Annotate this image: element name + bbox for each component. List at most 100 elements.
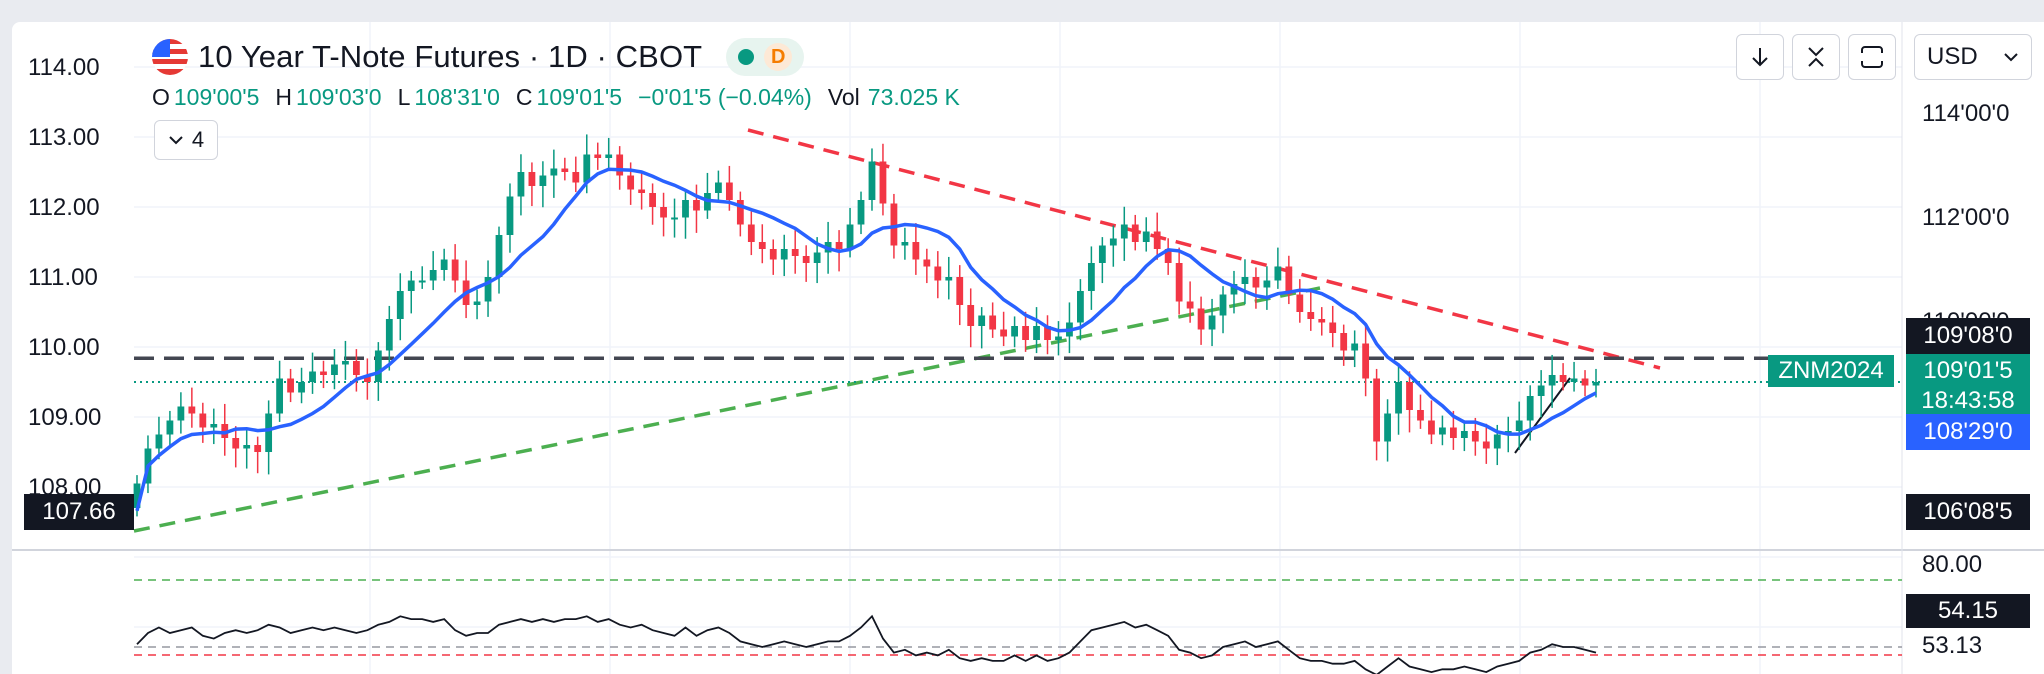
candle-body	[835, 242, 843, 249]
ohlc-legend: O 109'00'5 H 109'03'0 L 108'31'0 C 109'01'5 …	[152, 84, 976, 111]
candle-body	[868, 161, 876, 200]
horizontal-line-price-tag: 109'08'0	[1906, 318, 2030, 354]
candle-body	[177, 406, 185, 421]
candle-body	[1219, 294, 1227, 316]
fullscreen-icon	[1861, 46, 1883, 68]
candle-body	[967, 305, 975, 326]
candle-body	[1493, 434, 1501, 449]
candle-body	[956, 277, 964, 305]
candle-body	[1362, 343, 1370, 379]
candle-body	[1109, 238, 1117, 246]
candle-body	[1022, 326, 1029, 340]
candle-body	[1406, 382, 1413, 410]
left-axis-tick: 111.00	[28, 264, 98, 291]
candle-body	[1055, 336, 1062, 340]
candle-body	[517, 172, 525, 197]
market-open-dot-icon	[738, 49, 755, 65]
bar-countdown: 18:43:58	[1921, 387, 2015, 414]
right-axis-tick: 112'00'0	[1922, 204, 2010, 231]
indicators-toggle-button[interactable]: 4	[154, 120, 218, 160]
candle-body	[342, 361, 349, 365]
candle-body	[232, 438, 240, 449]
candle-body	[605, 154, 613, 158]
open-label: O	[152, 84, 170, 110]
candle-body	[780, 249, 788, 260]
candle-body	[1526, 396, 1534, 421]
candle-body	[1428, 420, 1435, 435]
candle-body	[1373, 378, 1381, 442]
candle-body	[1044, 326, 1051, 340]
candle-body	[1175, 263, 1183, 302]
market-status-badge[interactable]: D	[726, 38, 805, 76]
candle-body	[451, 259, 459, 281]
candle-body	[1384, 413, 1391, 442]
candle-body	[693, 200, 700, 211]
candle-body	[758, 242, 766, 249]
candle-body	[561, 168, 569, 172]
candle-body	[1449, 427, 1457, 438]
volume-value: 73.025 K	[867, 84, 960, 110]
candle-body	[1098, 245, 1106, 263]
currency-value: USD	[1927, 43, 1978, 70]
candle-body	[682, 200, 689, 218]
candle-body	[199, 413, 207, 428]
candle-body	[923, 259, 931, 267]
candle-body	[747, 224, 755, 242]
candle-body	[660, 207, 667, 218]
candle-body	[484, 277, 492, 302]
candle-body	[769, 249, 777, 260]
chevron-down-icon	[2004, 53, 2018, 62]
delayed-data-badge: D	[764, 43, 793, 71]
candle-body	[320, 371, 327, 375]
low-label: L	[397, 84, 411, 110]
download-button[interactable]	[1736, 34, 1784, 80]
candle-body	[1439, 427, 1446, 435]
change-value: −0'01'5 (−0.04%)	[638, 84, 812, 110]
candle-body	[616, 154, 624, 176]
candle-body	[1581, 378, 1589, 386]
candle-body	[1197, 308, 1205, 330]
fullscreen-button[interactable]	[1848, 34, 1896, 80]
collapse-button[interactable]	[1792, 34, 1840, 80]
candle-body	[188, 406, 196, 414]
candle-body	[879, 161, 887, 204]
symbol-title[interactable]: 10 Year T-Note Futures · 1D · CBOT	[198, 39, 703, 74]
candle-body	[1471, 431, 1479, 442]
candle-body	[1307, 312, 1315, 319]
oscillator-line	[136, 614, 1597, 674]
left-current-value-tag: 107.66	[24, 494, 134, 530]
candle-body	[802, 256, 810, 263]
candle-body	[1164, 249, 1172, 263]
candle-body	[813, 252, 821, 263]
candle-body	[1592, 382, 1600, 386]
candle-body	[1482, 441, 1490, 449]
candle-body	[1230, 284, 1238, 295]
moving-average-line	[135, 167, 1597, 512]
left-axis-tick: 109.00	[28, 404, 102, 431]
candle-body	[1011, 326, 1018, 337]
candle-body	[945, 277, 953, 281]
candle-body	[298, 382, 305, 393]
left-axis-tick: 110.00	[28, 334, 100, 361]
candle-body	[1318, 319, 1326, 323]
close-value: 109'01'5	[536, 84, 623, 110]
chevron-down-icon	[169, 136, 183, 145]
resistance-trendline	[747, 128, 1661, 370]
candle-body	[912, 242, 920, 260]
candle-body	[1296, 294, 1304, 312]
currency-select[interactable]: USD	[1914, 34, 2032, 80]
candle-body	[934, 266, 942, 281]
candle-body	[857, 200, 865, 225]
candle-body	[890, 203, 898, 246]
candle-body	[331, 364, 338, 375]
candle-body	[385, 319, 393, 351]
candle-body	[594, 154, 602, 158]
candle-body	[1186, 301, 1194, 309]
arrow-down-icon	[1752, 48, 1768, 67]
last-price-value: 109'01'5	[1923, 357, 2013, 384]
candle-body	[791, 249, 799, 256]
last-price-tag: 109'01'5 18:43:58	[1906, 354, 2030, 418]
trendline-price-tag: 106'08'5	[1906, 494, 2030, 530]
